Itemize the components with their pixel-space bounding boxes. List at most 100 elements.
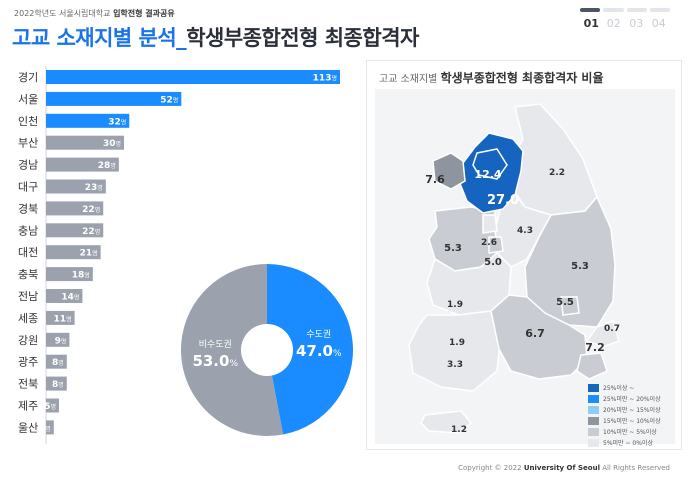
bar-value-label: 113명 [313, 74, 337, 84]
page-indicator-bars [580, 8, 670, 12]
bar-category-label: 경북 [18, 202, 38, 215]
bar [46, 354, 67, 369]
bar-value-label: 9명 [55, 336, 67, 346]
bar [46, 420, 54, 435]
bar-value-label: 14명 [61, 293, 79, 303]
bar-category-label: 광주 [18, 356, 38, 369]
bar-category-label: 강원 [18, 334, 38, 347]
pie-slice-value: 53.0% [192, 352, 238, 370]
bar-category-label: 제주 [18, 400, 38, 413]
map-region-value: 7.6 [425, 173, 445, 186]
bar-category-label: 부산 [18, 137, 38, 150]
bar-value-label: 32명 [108, 117, 126, 127]
legend-swatch [588, 405, 599, 414]
legend-label: 10%미만 ~ 5%이상 [603, 429, 657, 436]
map-area: 27.0 12.4 7.6 2.2 4.3 5.3 2.6 5.0 5.3 5.5 1.9 1.9 3.… [375, 89, 675, 444]
map-region [576, 352, 608, 380]
bar-category-label: 인천 [18, 114, 38, 128]
map-region-value: 2.2 [549, 168, 565, 178]
map-region-value: 0.7 [604, 324, 620, 334]
map-region [432, 152, 466, 190]
legend-item: 5%미만 ~ 0%이상 [588, 437, 661, 448]
legend-item: 15%미만 ~ 10%이상 [588, 415, 661, 426]
bar-category-label: 전남 [18, 290, 38, 303]
map-region [420, 410, 473, 434]
capital-area-pie-chart: 수도권 47.0% 비수도권 53.0% [180, 264, 353, 436]
footer-brand: University Of Seoul [523, 464, 600, 472]
bar [46, 201, 104, 216]
map-region [510, 103, 598, 216]
page-indicator-number[interactable]: 04 [651, 17, 666, 30]
bar [46, 310, 75, 325]
legend-swatch [588, 427, 599, 436]
legend-swatch [588, 416, 599, 425]
legend-label: 5%미만 ~ 0%이상 [603, 440, 653, 447]
footer-copyright: Copyright © 2022 University Of Seoul All… [458, 464, 670, 472]
header-subtitle-bold: 입학전형 결과공유 [113, 9, 175, 18]
legend-item: 20%미만 ~ 15%이상 [588, 404, 661, 415]
header-subtitle: 2022학년도 서울시립대학교 입학전형 결과공유 [14, 8, 175, 19]
bar-value-label: 23명 [85, 183, 103, 193]
bar [46, 289, 83, 303]
bar [46, 179, 106, 194]
bar-value-label: 18명 [72, 271, 90, 281]
map-region-value: 3.3 [447, 360, 463, 370]
map-region [494, 187, 553, 268]
bar [46, 70, 340, 84]
map-region-value: 5.3 [571, 261, 589, 272]
bar-value-label: 8명 [52, 380, 64, 390]
pie-donut-hole [241, 324, 293, 376]
bar [46, 157, 119, 172]
map-region [488, 236, 504, 254]
map-region [560, 296, 580, 316]
bar [46, 267, 93, 282]
map-region [585, 320, 620, 348]
bar-value-label: 21명 [80, 249, 98, 259]
bar-value-label: 52명 [160, 95, 178, 105]
bar-value-label: 3명 [39, 424, 51, 434]
bar-category-label: 전북 [18, 378, 38, 391]
page-indicator-bar [649, 8, 670, 12]
pie-slice [180, 264, 284, 436]
legend-item: 10%미만 ~ 5%이상 [588, 426, 661, 437]
legend-swatch [588, 383, 599, 392]
page-indicator-number[interactable]: 03 [629, 17, 644, 30]
bar-value-label: 8명 [52, 358, 64, 368]
page-indicator: 01 02 03 04 [580, 8, 670, 36]
map-panel: 고교 소재지별 학생부종합전형 최종합격자 비율 27.0 12.4 7.6 2.2 4… [366, 60, 682, 450]
page-title-dark: 학생부종합전형 최종합격자 [186, 26, 419, 50]
bar [46, 245, 101, 260]
legend-label: 25%이상 ~ [603, 385, 635, 392]
bar [46, 398, 60, 413]
pie-slice-label: 비수도권 [199, 338, 232, 350]
legend-label: 25%미만 ~ 20%이상 [603, 396, 661, 403]
map-region-value: 12.4 [474, 168, 501, 181]
map-region-value: 1.9 [449, 338, 465, 348]
map-region-value: 5.0 [484, 257, 502, 268]
page-indicator-number[interactable]: 02 [606, 17, 621, 30]
map-region [490, 294, 588, 380]
bar-value-label: 11명 [54, 314, 72, 324]
bar [46, 376, 67, 391]
page-indicator-bar [603, 8, 624, 12]
bar-category-label: 경남 [18, 159, 38, 172]
bar-value-label: 28명 [98, 161, 116, 171]
page-indicator-bar [626, 8, 647, 12]
bar [46, 91, 182, 106]
pie-slice-label: 수도권 [306, 328, 331, 340]
bar-category-label: 서울 [18, 93, 38, 106]
map-region-value: 2.6 [481, 238, 497, 248]
map-region [472, 148, 508, 180]
map-region-value: 5.5 [556, 297, 574, 308]
bar-value-label: 5명 [44, 402, 56, 412]
bar-category-label: 충남 [18, 224, 38, 237]
bar [46, 332, 70, 347]
legend-swatch [588, 394, 599, 403]
map-region-value: 1.2 [451, 425, 467, 435]
bar-category-label: 충북 [18, 268, 38, 281]
bar [46, 135, 125, 150]
map-region-value: 5.3 [444, 243, 462, 254]
legend-label: 15%미만 ~ 10%이상 [603, 418, 661, 425]
page-indicator-number[interactable]: 01 [583, 17, 599, 30]
bar-value-label: 22명 [82, 227, 100, 237]
